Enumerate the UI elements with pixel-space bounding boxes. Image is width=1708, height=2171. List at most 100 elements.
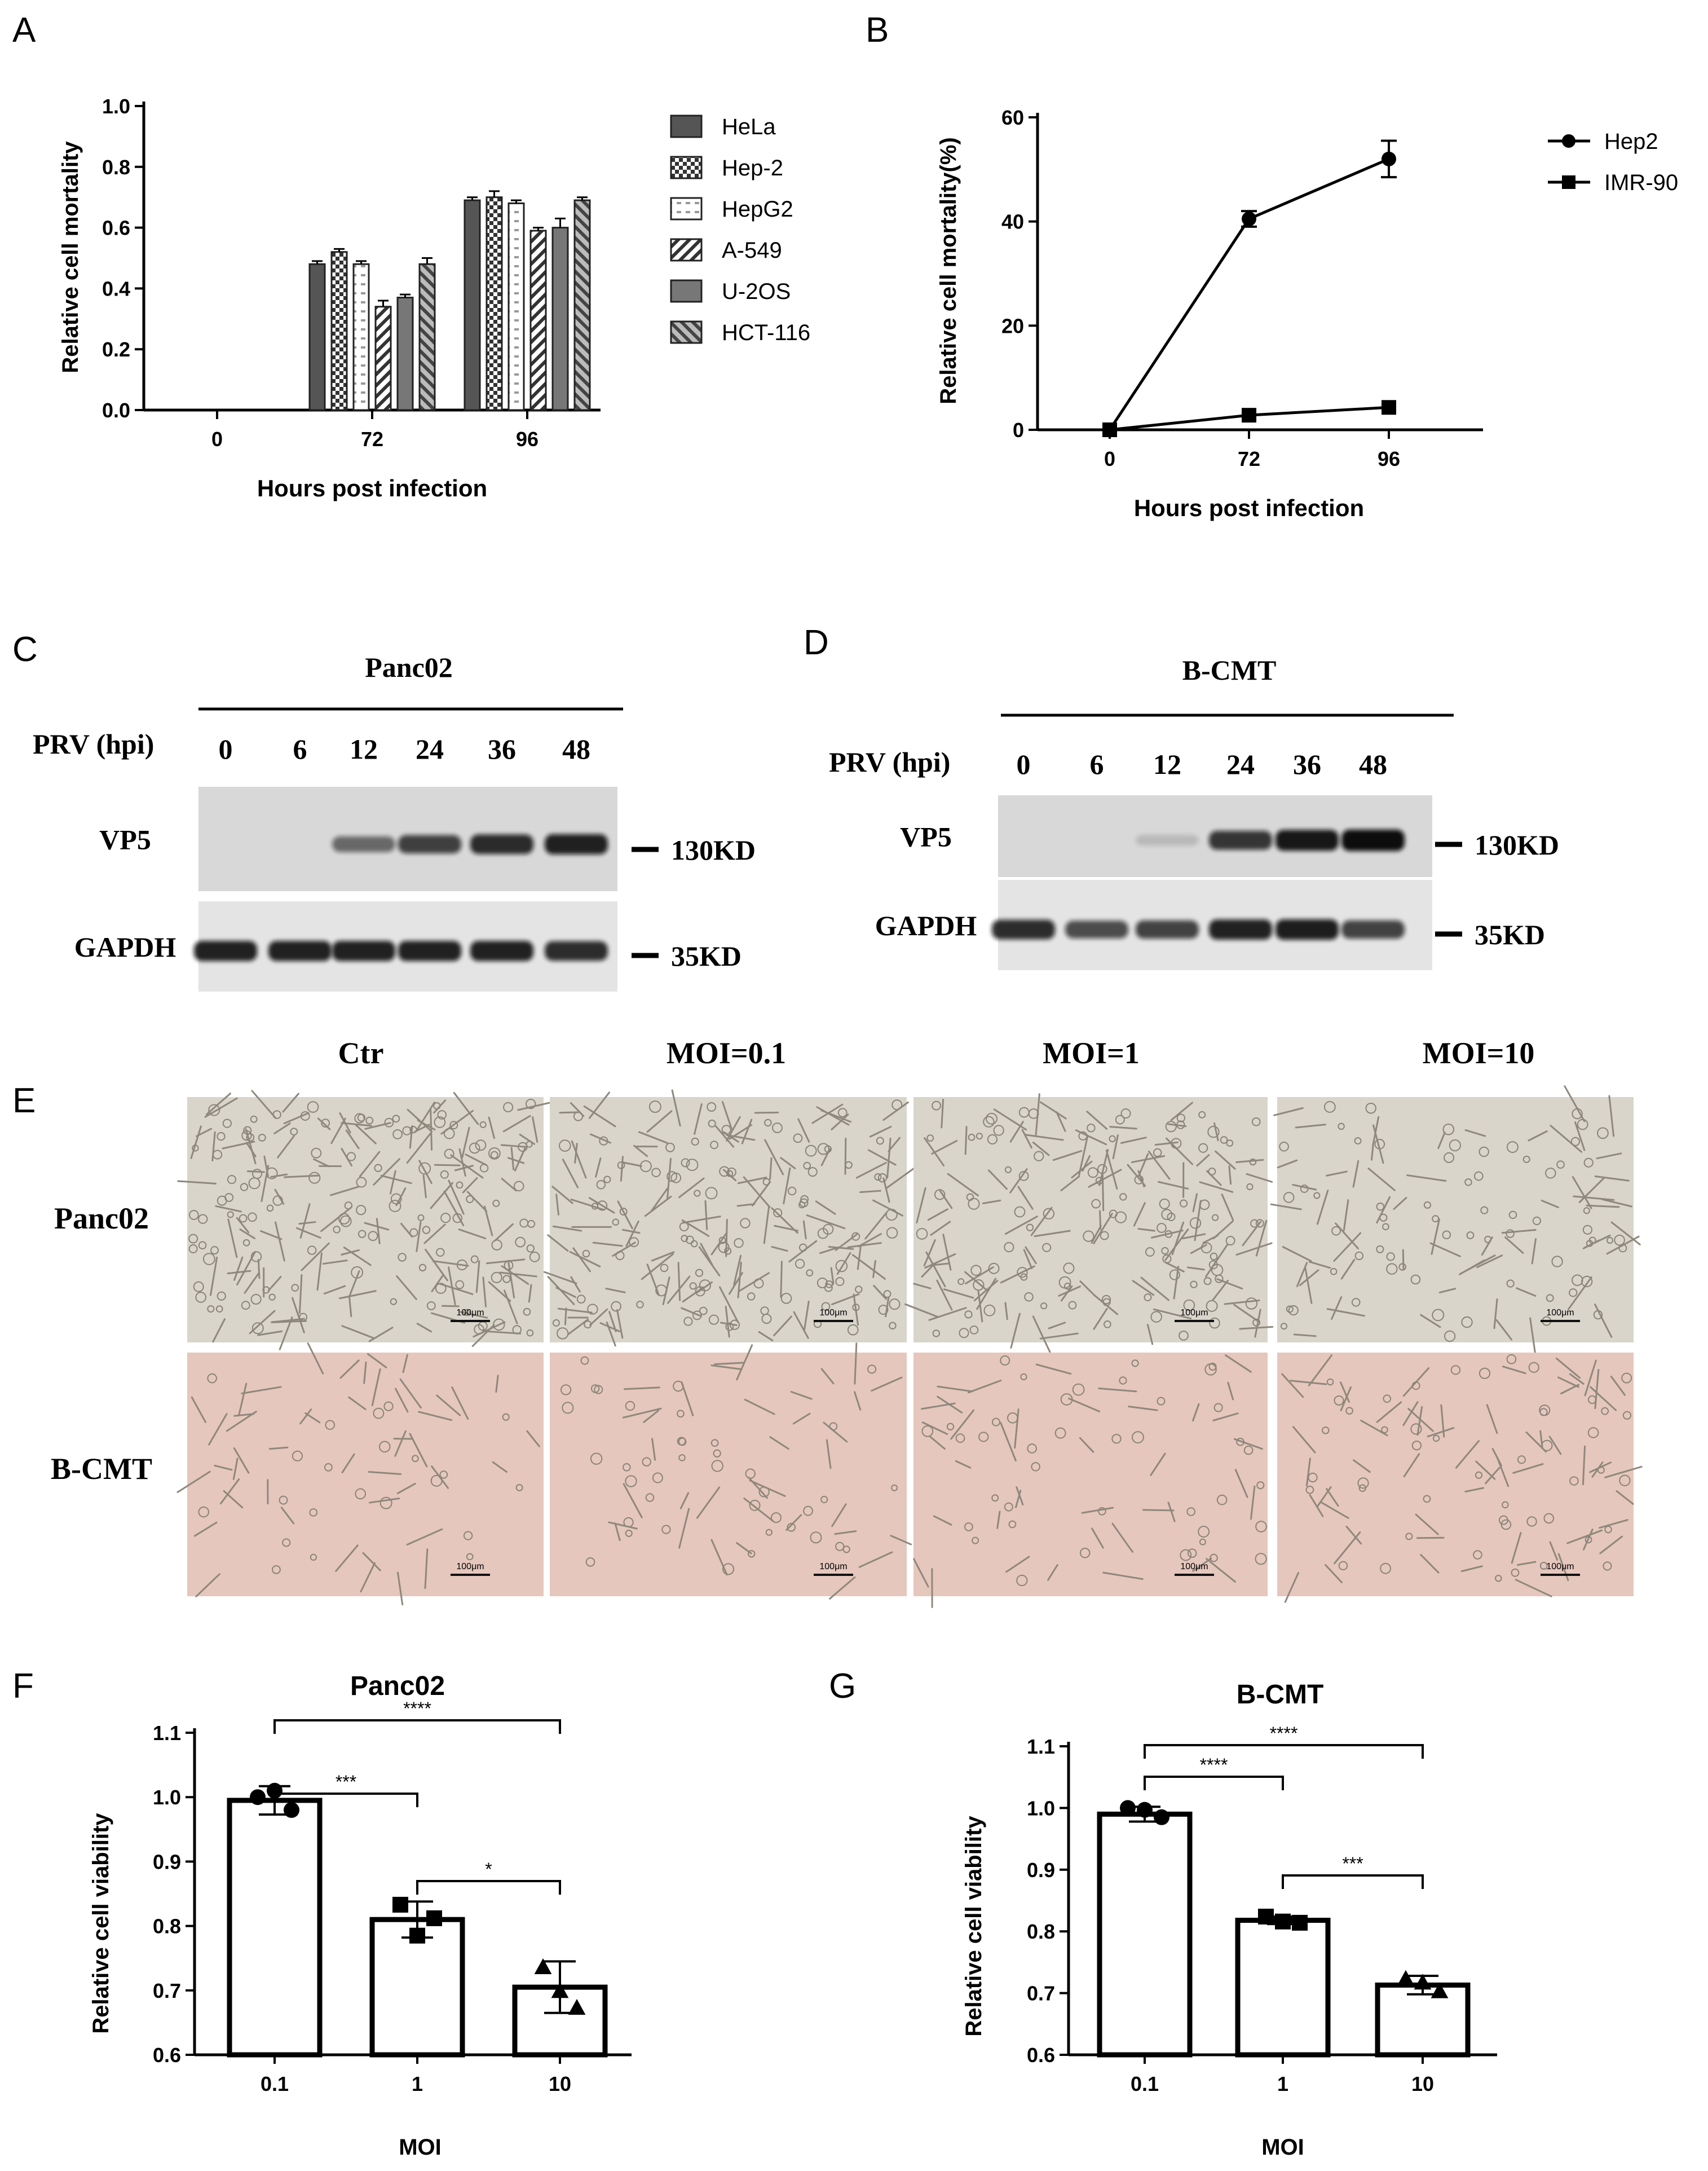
- micrograph-tile: 100μm: [913, 1353, 1268, 1608]
- chart-g-point: [1431, 1982, 1449, 1998]
- micrograph-cell: [1585, 1536, 1592, 1544]
- chart-g-point: [1275, 1913, 1291, 1930]
- chart-f-significance-label: ****: [403, 1698, 431, 1719]
- micrograph-cell: [1144, 1293, 1152, 1302]
- micrograph-cell: [1305, 1457, 1311, 1487]
- micrograph-cell: [611, 1301, 621, 1312]
- micrograph-cell: [585, 1557, 595, 1567]
- micrograph-cell: [525, 1098, 536, 1109]
- blot-c-lane-label: 48: [562, 733, 590, 765]
- micrograph-cell: [364, 1122, 391, 1130]
- micrograph-cell: [1293, 1333, 1317, 1337]
- micrograph-tile: 100μm: [904, 1093, 1274, 1353]
- micrograph-cell: [1060, 1285, 1073, 1302]
- micrograph-cell: [360, 1562, 376, 1593]
- micrograph-cell: [973, 1280, 999, 1302]
- chart-f-point: [534, 1958, 552, 1975]
- micrograph-cell: [608, 1521, 638, 1530]
- chart-f-significance-label: ***: [336, 1772, 356, 1792]
- micrograph-cell: [964, 1522, 973, 1531]
- micrograph-cell: [790, 1391, 813, 1400]
- micrograph-cell: [1309, 1494, 1324, 1517]
- micrograph-cell: [1000, 1355, 1010, 1366]
- blot-d-marker-label: 35KD: [1475, 919, 1545, 950]
- micrograph-cell: [1308, 1472, 1318, 1483]
- micrograph-cell: [313, 1158, 330, 1168]
- micrograph-cell: [983, 1116, 995, 1128]
- micrograph-cell: [559, 1139, 571, 1152]
- micrograph-cell: [725, 1219, 728, 1257]
- micrograph-cell: [301, 1242, 330, 1271]
- micrograph-cell: [847, 1242, 882, 1248]
- micrograph-cell: [969, 1326, 979, 1335]
- micrograph-cell: [1460, 1565, 1483, 1573]
- micrograph-cell: [1187, 1548, 1197, 1558]
- micrograph-cell: [826, 1439, 832, 1469]
- micrograph-cell: [677, 1410, 685, 1418]
- micrograph-cell: [681, 1158, 690, 1168]
- micrograph-cell: [1109, 1135, 1116, 1143]
- chart-g-y-tick-label: 0.9: [1027, 1859, 1055, 1882]
- micrograph-cell: [562, 1402, 574, 1414]
- micrograph-cell: [1190, 1244, 1207, 1254]
- micrograph-cell: [272, 1565, 281, 1574]
- micrograph-cell: [1500, 1519, 1512, 1530]
- micrograph-cell: [1254, 1309, 1261, 1338]
- micrograph-cell: [470, 1255, 479, 1263]
- chart-f-ylabel: Relative cell viability: [89, 1813, 113, 2034]
- micrograph-cell: [1584, 1234, 1611, 1248]
- micrograph-cell: [927, 1208, 948, 1221]
- micrograph-cell: [1583, 1207, 1590, 1214]
- micrograph-cell: [348, 1296, 352, 1318]
- micrograph-cell: [474, 1324, 484, 1335]
- micrograph-cell: [557, 1327, 569, 1340]
- micrograph-cell: [1591, 1461, 1604, 1478]
- micrograph-cell: [398, 1253, 407, 1262]
- micrograph-cell: [431, 1274, 444, 1292]
- micrograph-cell: [1063, 1262, 1075, 1274]
- micrograph-cell: [1210, 1553, 1218, 1562]
- micrograph-cell: [1032, 1141, 1050, 1156]
- micrograph-cell: [418, 1411, 453, 1421]
- micrograph-cell: [1215, 1150, 1236, 1170]
- micrograph-cell: [817, 1277, 828, 1289]
- micrograph-cell: [1273, 1107, 1304, 1116]
- chart-b-x-tick-label: 72: [1238, 447, 1260, 470]
- micrograph-cell: [1383, 1394, 1392, 1403]
- micrograph-cell: [681, 1216, 721, 1224]
- micrograph-cell: [651, 1168, 661, 1178]
- micrograph-cell: [1502, 1366, 1526, 1375]
- micrograph-cell: [1360, 1420, 1388, 1437]
- micrograph-cell: [694, 1103, 703, 1135]
- micrograph-cell: [758, 1331, 774, 1341]
- micrograph-cell: [1007, 1412, 1018, 1424]
- micrograph-cell: [1486, 1404, 1498, 1434]
- micrograph-cell: [409, 1433, 428, 1468]
- micrograph-cell: [1581, 1275, 1593, 1288]
- micrograph-cell: [692, 1310, 702, 1320]
- micrograph-cell: [431, 1465, 449, 1489]
- micrograph-cell: [851, 1254, 886, 1280]
- micrograph-cell: [1466, 1231, 1475, 1240]
- micrograph-cell: [298, 1221, 316, 1225]
- chart-a-legend-label: HeLa: [722, 115, 776, 139]
- micrograph-cell: [1161, 1247, 1169, 1255]
- blot-d: B-CMT PRV (hpi) 0 6 12 24 36 48 VP5 130KD GAPDH 3…: [829, 654, 1559, 970]
- micrograph-cell: [279, 1316, 293, 1350]
- micrograph-cell: [1572, 1176, 1592, 1209]
- micrograph-cell: [411, 1455, 419, 1463]
- chart-a-bar: [352, 263, 370, 411]
- micrograph-cell: [1596, 1152, 1622, 1160]
- micrograph-cell: [1283, 1192, 1295, 1203]
- chart-f-bar: [227, 1798, 323, 2058]
- micrograph-cell: [747, 1292, 756, 1301]
- micrograph-cell: [932, 1329, 941, 1337]
- micrograph-cell: [266, 1204, 274, 1212]
- micrograph-cell: [240, 1183, 249, 1191]
- micrograph-cell: [874, 1173, 882, 1181]
- micrograph-cell: [819, 1246, 840, 1254]
- micrograph-cell: [667, 1275, 691, 1304]
- micrograph-cell: [1043, 1208, 1055, 1219]
- micrograph-cell: [1549, 1541, 1559, 1561]
